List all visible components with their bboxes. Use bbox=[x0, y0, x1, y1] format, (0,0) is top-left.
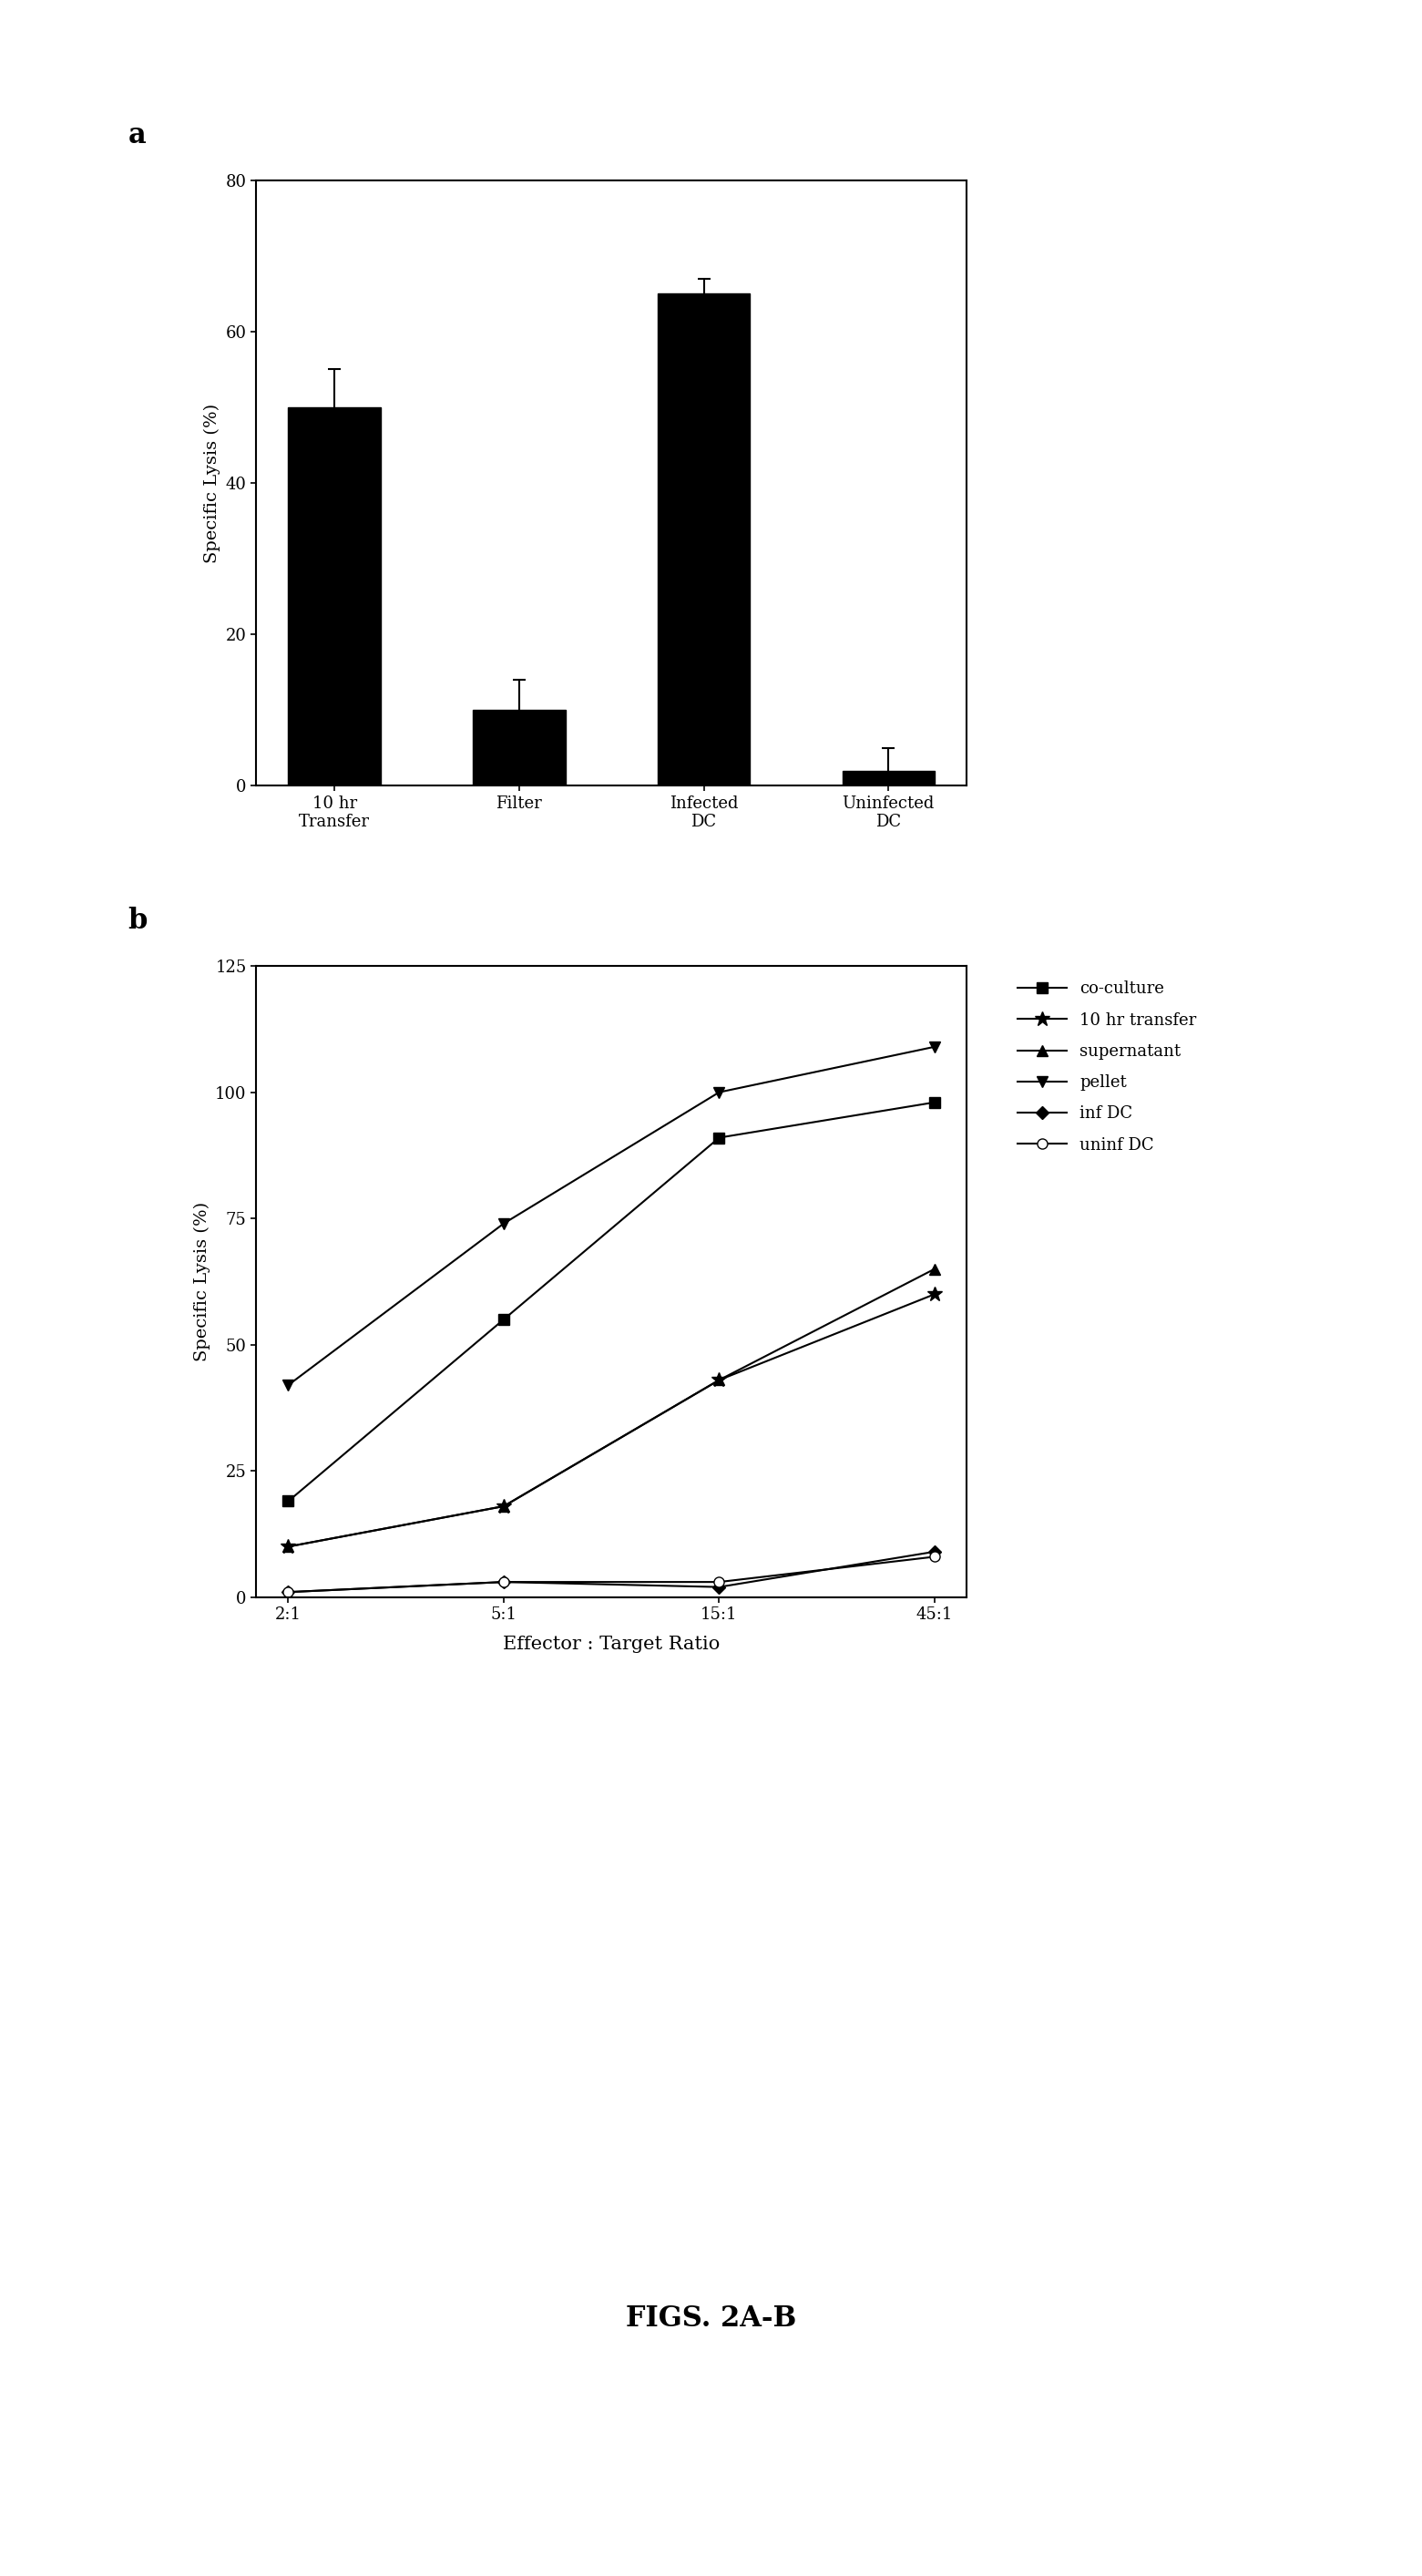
10 hr transfer bbox=[495, 1492, 512, 1522]
co-culture bbox=[280, 1486, 297, 1517]
Bar bbox=[474, 711, 566, 786]
inf DC bbox=[711, 1571, 728, 1602]
supernatant bbox=[711, 1365, 728, 1396]
Bar bbox=[842, 770, 934, 786]
Text: b: b bbox=[128, 907, 148, 935]
supernatant bbox=[926, 1255, 943, 1285]
pellet bbox=[495, 1208, 512, 1239]
Line: pellet: pellet bbox=[283, 1041, 940, 1391]
Line: 10 hr transfer: 10 hr transfer bbox=[280, 1285, 943, 1553]
Text: FIGS. 2A-B: FIGS. 2A-B bbox=[626, 2306, 796, 2331]
Y-axis label: Specific Lysis (%): Specific Lysis (%) bbox=[193, 1203, 210, 1360]
X-axis label: Effector : Target Ratio: Effector : Target Ratio bbox=[503, 1636, 720, 1654]
inf DC bbox=[280, 1577, 297, 1607]
Legend: co-culture, 10 hr transfer, supernatant, pellet, inf DC, uninf DC: co-culture, 10 hr transfer, supernatant,… bbox=[1011, 974, 1203, 1159]
pellet bbox=[280, 1370, 297, 1401]
inf DC bbox=[926, 1535, 943, 1566]
Y-axis label: Specific Lysis (%): Specific Lysis (%) bbox=[203, 404, 220, 562]
10 hr transfer bbox=[926, 1278, 943, 1309]
Line: inf DC: inf DC bbox=[284, 1548, 939, 1597]
pellet bbox=[926, 1030, 943, 1061]
10 hr transfer bbox=[711, 1365, 728, 1396]
co-culture bbox=[495, 1303, 512, 1334]
Line: uninf DC: uninf DC bbox=[283, 1551, 940, 1597]
inf DC bbox=[495, 1566, 512, 1597]
Text: a: a bbox=[128, 121, 146, 149]
Line: co-culture: co-culture bbox=[283, 1097, 940, 1507]
co-culture bbox=[926, 1087, 943, 1118]
supernatant bbox=[280, 1530, 297, 1561]
supernatant bbox=[495, 1492, 512, 1522]
uninf DC bbox=[926, 1540, 943, 1571]
10 hr transfer bbox=[280, 1530, 297, 1561]
Line: supernatant: supernatant bbox=[283, 1265, 940, 1551]
uninf DC bbox=[495, 1566, 512, 1597]
uninf DC bbox=[280, 1577, 297, 1607]
uninf DC bbox=[711, 1566, 728, 1597]
Bar bbox=[289, 407, 381, 786]
Bar bbox=[657, 294, 749, 786]
pellet bbox=[711, 1077, 728, 1108]
co-culture bbox=[711, 1123, 728, 1154]
